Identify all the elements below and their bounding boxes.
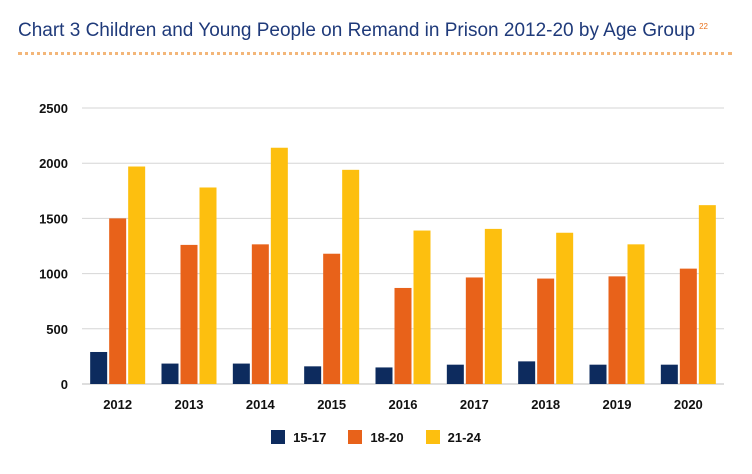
legend-swatch <box>348 430 363 444</box>
bar-chart: 0 500 1000 1500 2000 2500 2012 2013 2014 2015 2016… <box>39 101 724 412</box>
bar-18-20-2020 <box>679 268 697 384</box>
bar-18-20-2013 <box>180 244 198 384</box>
bar-15-17-2014 <box>232 363 250 384</box>
y-tick-label: 1000 <box>39 267 68 282</box>
bar-21-24-2017 <box>484 228 502 384</box>
chart-title-text: Chart 3 Children and Young People on Rem… <box>18 20 696 41</box>
bar-21-24-2015 <box>342 169 360 384</box>
y-tick-label: 500 <box>46 322 68 337</box>
bar-18-20-2012 <box>109 218 127 384</box>
bar-18-20-2018 <box>537 278 555 384</box>
legend-label: 18-20 <box>370 429 404 445</box>
bar-15-17-2013 <box>161 363 179 384</box>
x-tick-label: 2014 <box>246 397 276 412</box>
legend-swatch <box>271 430 286 444</box>
bar-15-17-2012 <box>90 351 108 384</box>
bar-15-17-2019 <box>589 364 607 384</box>
legend-label: 21-24 <box>447 429 481 445</box>
title-divider <box>18 52 732 55</box>
bar-18-20-2016 <box>394 287 412 384</box>
legend-swatch <box>425 430 440 444</box>
y-tick-label: 1500 <box>39 211 68 226</box>
bar-15-17-2016 <box>375 367 393 384</box>
bar-18-20-2017 <box>465 277 483 384</box>
x-tick-label: 2019 <box>603 397 632 412</box>
legend-item-15-17: 15-17 <box>271 430 326 445</box>
bar-21-24-2016 <box>413 230 431 384</box>
legend-label: 15-17 <box>293 429 327 445</box>
x-tick-label: 2012 <box>103 397 132 412</box>
bar-21-24-2012 <box>128 166 146 384</box>
bar-21-24-2018 <box>556 232 574 384</box>
bar-15-17-2015 <box>304 366 322 384</box>
x-tick-label: 2016 <box>389 397 418 412</box>
bar-18-20-2015 <box>323 253 341 384</box>
x-tick-label: 2013 <box>175 397 204 412</box>
bar-18-20-2019 <box>608 276 626 384</box>
bar-21-24-2019 <box>627 244 645 384</box>
bar-21-24-2013 <box>199 187 217 384</box>
bar-15-17-2017 <box>446 364 464 384</box>
chart-title: Chart 3 Children and Young People on Rem… <box>18 20 708 42</box>
chart-legend: 15-17 18-20 21-24 <box>0 424 752 450</box>
y-tick-label: 0 <box>61 377 68 392</box>
bar-18-20-2014 <box>251 244 269 384</box>
x-tick-label: 2018 <box>531 397 560 412</box>
bar-15-17-2020 <box>660 364 678 384</box>
bar-21-24-2020 <box>698 205 716 384</box>
bar-15-17-2018 <box>518 361 536 384</box>
y-tick-label: 2500 <box>39 101 68 116</box>
bar-21-24-2014 <box>270 147 288 384</box>
y-tick-label: 2000 <box>39 156 68 171</box>
x-tick-label: 2017 <box>460 397 489 412</box>
legend-item-18-20: 18-20 <box>348 429 404 445</box>
footnote-marker: 22 <box>699 21 708 31</box>
x-tick-label: 2020 <box>674 397 703 412</box>
x-tick-label: 2015 <box>317 397 346 412</box>
legend-item-21-24: 21-24 <box>425 429 481 445</box>
